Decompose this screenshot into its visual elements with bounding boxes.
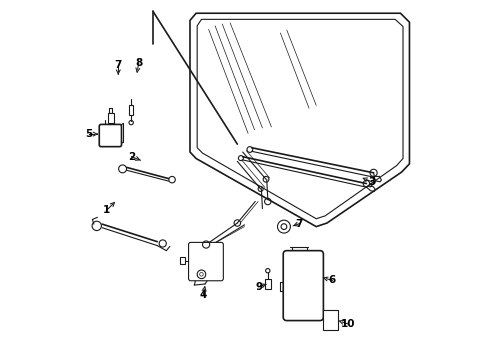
FancyBboxPatch shape <box>283 251 323 320</box>
Circle shape <box>281 224 286 229</box>
Text: 10: 10 <box>341 319 355 329</box>
Text: 5: 5 <box>85 129 92 139</box>
Circle shape <box>199 273 203 276</box>
Bar <box>264 279 270 289</box>
Text: 8: 8 <box>135 58 142 68</box>
Text: 9: 9 <box>255 282 262 292</box>
Text: 7: 7 <box>114 60 122 70</box>
Text: 1: 1 <box>102 206 110 216</box>
Polygon shape <box>190 13 408 226</box>
FancyBboxPatch shape <box>188 242 223 281</box>
Text: 6: 6 <box>328 275 335 285</box>
Text: 2: 2 <box>128 152 135 162</box>
Bar <box>107 113 114 123</box>
Bar <box>323 310 337 330</box>
Text: 4: 4 <box>199 291 206 301</box>
Text: 3: 3 <box>367 177 375 187</box>
FancyBboxPatch shape <box>99 125 121 147</box>
Bar <box>180 257 185 264</box>
Bar <box>129 105 133 116</box>
Text: 7: 7 <box>295 219 302 229</box>
